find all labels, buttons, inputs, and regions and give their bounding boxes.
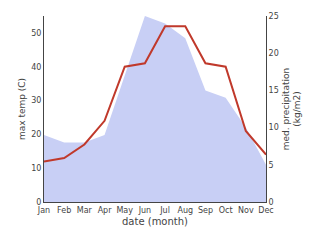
svg-text:Jan: Jan xyxy=(37,206,50,215)
svg-text:20: 20 xyxy=(269,49,279,58)
svg-text:30: 30 xyxy=(31,96,41,105)
svg-text:max temp (C): max temp (C) xyxy=(17,78,27,140)
svg-text:40: 40 xyxy=(31,63,41,72)
svg-text:25: 25 xyxy=(269,12,279,21)
svg-text:15: 15 xyxy=(269,86,279,95)
svg-text:10: 10 xyxy=(31,164,41,173)
svg-text:Jun: Jun xyxy=(138,206,152,215)
svg-text:20: 20 xyxy=(31,130,41,139)
svg-text:0: 0 xyxy=(269,198,274,207)
svg-text:Jul: Jul xyxy=(159,206,170,215)
svg-text:Aug: Aug xyxy=(177,206,193,215)
svg-text:Dec: Dec xyxy=(258,206,273,215)
svg-text:Oct: Oct xyxy=(219,206,233,215)
svg-text:0: 0 xyxy=(36,198,41,207)
svg-text:med. precipitation(kg/m2): med. precipitation(kg/m2) xyxy=(281,68,303,150)
svg-text:Feb: Feb xyxy=(57,206,71,215)
svg-text:50: 50 xyxy=(31,29,41,38)
svg-text:Apr: Apr xyxy=(98,206,113,215)
svg-text:Nov: Nov xyxy=(238,206,254,215)
svg-text:5: 5 xyxy=(269,161,274,170)
svg-text:date (month): date (month) xyxy=(122,216,188,227)
svg-text:Mar: Mar xyxy=(77,206,93,215)
svg-text:May: May xyxy=(116,206,133,215)
svg-text:10: 10 xyxy=(269,123,279,132)
svg-text:Sep: Sep xyxy=(198,206,213,215)
